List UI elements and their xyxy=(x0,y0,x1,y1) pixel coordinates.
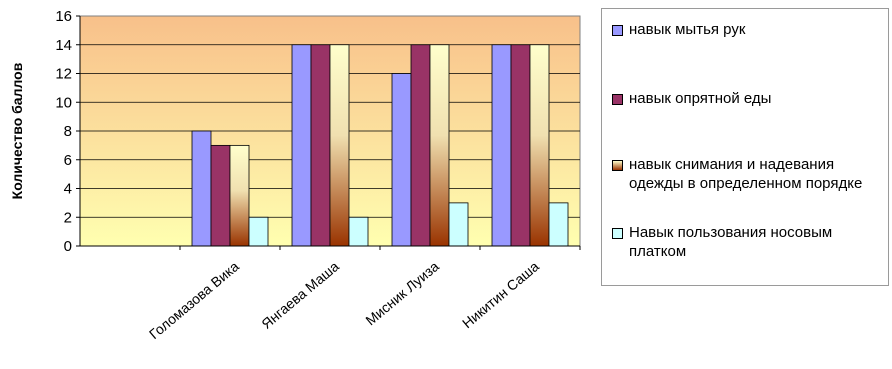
bar xyxy=(329,44,350,247)
bar xyxy=(491,44,512,247)
x-tick-label: Голомазова Вика xyxy=(146,258,242,342)
bar xyxy=(310,44,331,247)
y-tick-label: 2 xyxy=(64,209,72,226)
y-axis-ticks: 0 2 4 6 8 10 12 14 16 xyxy=(55,8,80,255)
bar xyxy=(548,202,569,247)
legend-label: навык опрятной еды xyxy=(629,90,772,107)
x-tick-label: Мисник Луиза xyxy=(362,258,442,329)
y-tick-label: 10 xyxy=(55,94,72,111)
legend-item: Навык пользования носовым платком xyxy=(612,223,884,261)
legend: навык мытья рук навык опрятной еды навык… xyxy=(601,8,889,286)
x-axis-labels: Голомазова Вика Янгаева Маша Мисник Луиза Н… xyxy=(146,246,581,342)
bar xyxy=(391,73,412,247)
legend-label: Навык пользования носовым платком xyxy=(629,224,833,260)
legend-swatch xyxy=(612,228,623,239)
bar xyxy=(529,44,550,247)
legend-swatch xyxy=(612,94,623,105)
x-tick-label: Никитин Саша xyxy=(459,258,542,331)
y-tick-label: 0 xyxy=(64,238,72,255)
y-axis-label: Количество баллов xyxy=(9,62,25,199)
legend-item: навык опрятной еды xyxy=(612,89,884,108)
bar xyxy=(348,216,369,247)
y-tick-label: 8 xyxy=(64,123,72,140)
bar xyxy=(410,44,431,247)
legend-swatch xyxy=(612,160,623,171)
y-tick-label: 6 xyxy=(64,152,72,169)
legend-swatch xyxy=(612,25,623,36)
y-tick-label: 4 xyxy=(64,181,72,198)
bar xyxy=(229,144,250,247)
legend-item: навык мытья рук xyxy=(612,20,884,39)
y-tick-label: 16 xyxy=(55,8,72,25)
legend-label: навык снимания и надевания одежды в опре… xyxy=(629,156,863,192)
bars xyxy=(191,44,569,247)
bar xyxy=(510,44,531,247)
x-tick-label: Янгаева Маша xyxy=(258,258,342,332)
legend-label: навык мытья рук xyxy=(629,21,746,38)
bar xyxy=(191,130,212,247)
bar xyxy=(248,216,269,247)
bar xyxy=(210,144,231,247)
legend-item: навык снимания и надевания одежды в опре… xyxy=(612,155,884,193)
y-tick-label: 12 xyxy=(55,66,72,83)
bar xyxy=(448,202,469,247)
y-tick-label: 14 xyxy=(55,37,72,54)
bar xyxy=(429,44,450,247)
bar xyxy=(291,44,312,247)
